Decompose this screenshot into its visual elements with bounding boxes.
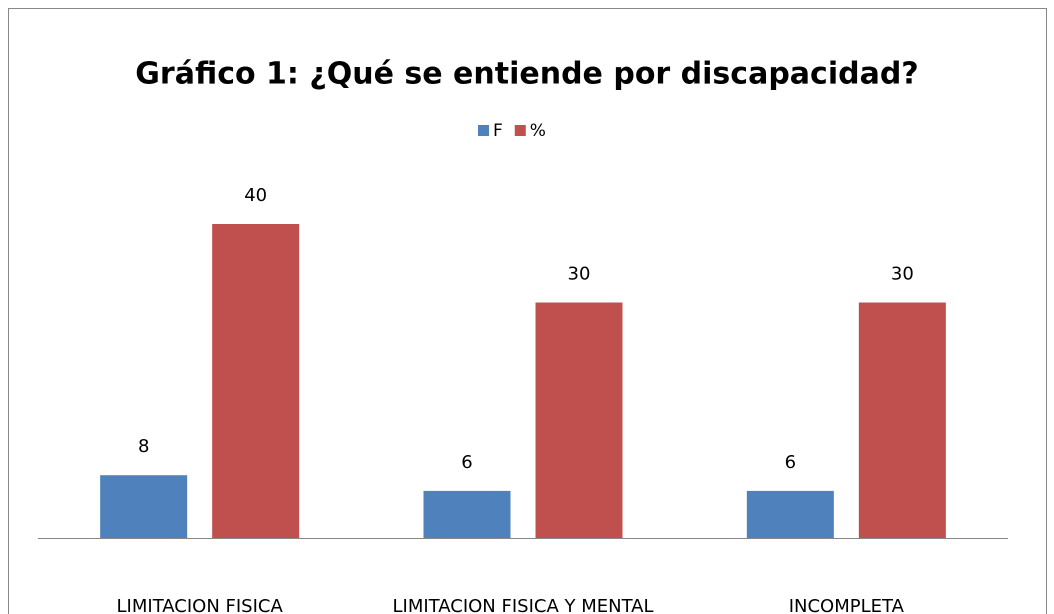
bar xyxy=(100,475,188,538)
legend-label: % xyxy=(530,121,546,141)
bar xyxy=(423,490,511,538)
bar xyxy=(212,224,300,538)
bar xyxy=(858,302,946,538)
data-label: 8 xyxy=(138,436,149,457)
x-tick-label: LIMITACION FISICA xyxy=(117,596,284,614)
data-label: 40 xyxy=(244,185,267,206)
legend-label: F xyxy=(493,121,503,141)
bar xyxy=(535,302,623,538)
data-label: 30 xyxy=(891,264,914,285)
legend-swatch xyxy=(478,125,489,136)
data-label: 6 xyxy=(785,452,796,473)
chart-title: Gráfico 1: ¿Qué se entiende por discapac… xyxy=(135,57,918,92)
legend-swatch xyxy=(514,125,526,136)
data-label: 30 xyxy=(568,264,591,285)
x-tick-label: INCOMPLETA xyxy=(789,596,905,614)
bar xyxy=(746,490,834,538)
data-label: 6 xyxy=(461,452,472,473)
x-tick-label: LIMITACION FISICA Y MENTAL xyxy=(392,596,653,614)
